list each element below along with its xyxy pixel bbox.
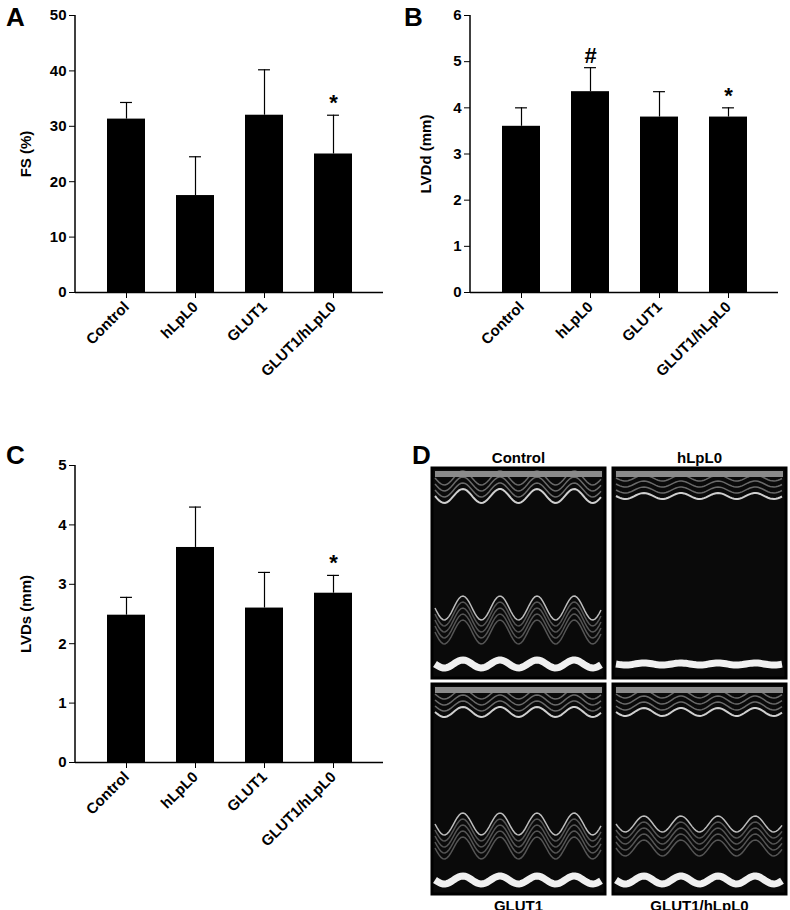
svg-text:4: 4 — [453, 99, 462, 116]
svg-text:GLUT1/hLpL0: GLUT1/hLpL0 — [650, 897, 748, 910]
svg-text:1: 1 — [58, 694, 66, 711]
svg-text:hLpL0: hLpL0 — [157, 768, 201, 812]
svg-text:Control: Control — [477, 298, 527, 348]
svg-text:30: 30 — [50, 117, 67, 134]
svg-text:Control: Control — [82, 768, 132, 818]
svg-text:1: 1 — [453, 237, 461, 254]
svg-text:GLUT1/hLpL0: GLUT1/hLpL0 — [257, 298, 339, 380]
svg-text:3: 3 — [58, 575, 66, 592]
svg-text:hLpL0: hLpL0 — [552, 298, 596, 342]
svg-text:hLpL0: hLpL0 — [157, 298, 201, 342]
svg-text:Control: Control — [82, 298, 132, 348]
svg-text:20: 20 — [50, 173, 67, 190]
svg-text:6: 6 — [453, 6, 461, 23]
svg-text:GLUT1/hLpL0: GLUT1/hLpL0 — [257, 768, 339, 850]
html-text:D: D — [412, 440, 431, 470]
svg-text:GLUT1: GLUT1 — [494, 897, 543, 910]
svg-text:*: * — [329, 90, 338, 115]
svg-text:*: * — [724, 83, 733, 108]
svg-text:40: 40 — [50, 62, 67, 79]
svg-text:FS (%): FS (%) — [17, 131, 34, 178]
svg-text:2: 2 — [453, 191, 461, 208]
svg-text:5: 5 — [453, 52, 461, 69]
html-text:B: B — [404, 2, 423, 32]
svg-text:*: * — [329, 550, 338, 575]
svg-text:GLUT1: GLUT1 — [223, 298, 270, 345]
html-text:A: A — [6, 2, 25, 32]
svg-text:GLUT1: GLUT1 — [618, 298, 665, 345]
html-text:C: C — [6, 440, 25, 470]
svg-text:5: 5 — [58, 456, 66, 473]
svg-text:GLUT1: GLUT1 — [223, 768, 270, 815]
svg-text:50: 50 — [50, 6, 67, 23]
svg-text:#: # — [584, 43, 596, 68]
svg-text:GLUT1/hLpL0: GLUT1/hLpL0 — [652, 298, 734, 380]
svg-text:0: 0 — [58, 753, 66, 770]
svg-text:LVDd (mm): LVDd (mm) — [417, 115, 434, 194]
svg-text:0: 0 — [453, 283, 461, 300]
svg-text:0: 0 — [58, 283, 66, 300]
svg-text:Control: Control — [492, 450, 545, 466]
svg-text:4: 4 — [58, 516, 67, 533]
svg-text:LVDs (mm): LVDs (mm) — [17, 575, 34, 653]
svg-text:3: 3 — [453, 145, 461, 162]
svg-text:2: 2 — [58, 635, 66, 652]
svg-text:hLpL0: hLpL0 — [677, 450, 722, 466]
svg-text:10: 10 — [50, 228, 67, 245]
